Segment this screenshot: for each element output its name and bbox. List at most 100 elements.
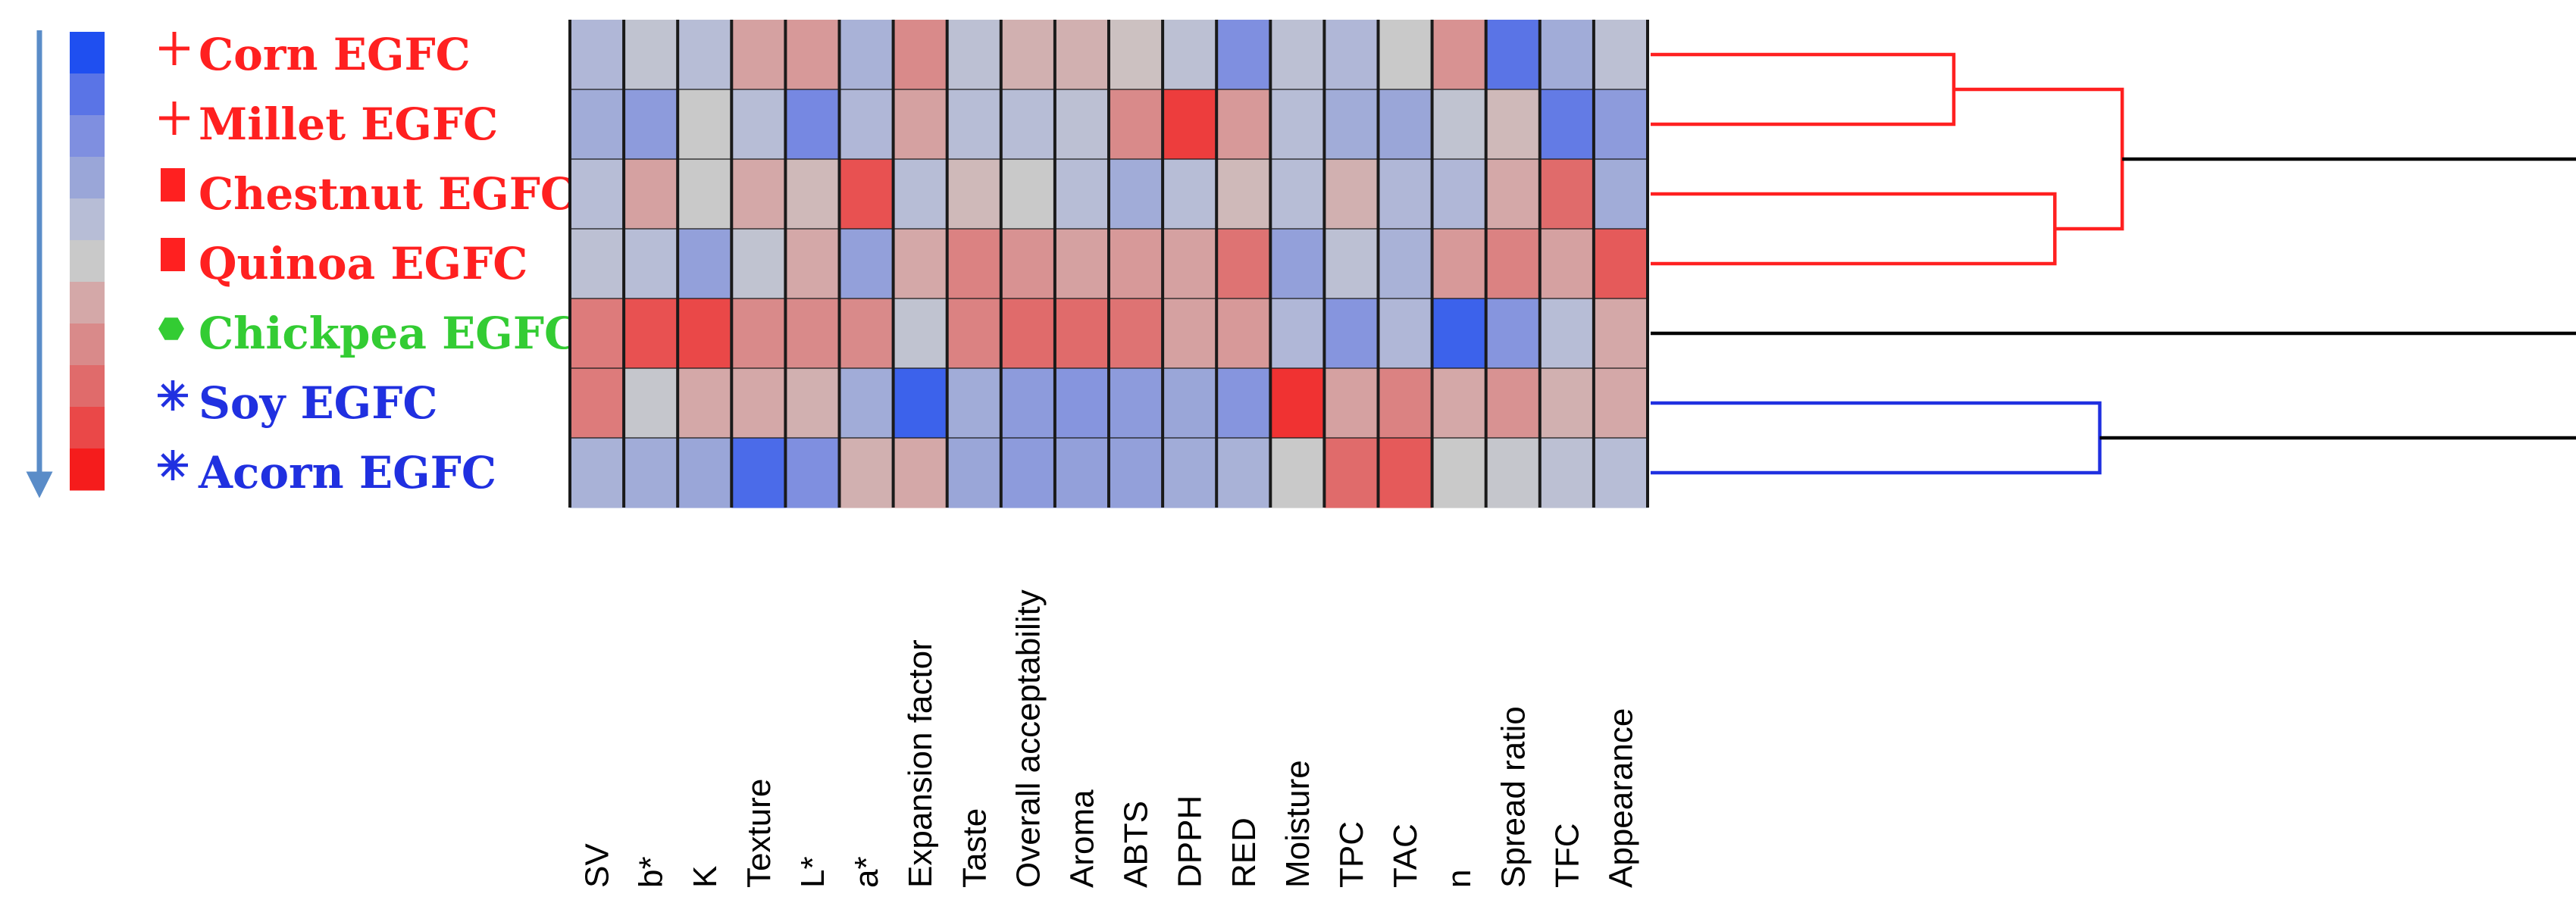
heatmap-cell <box>947 298 1002 369</box>
row-label-text: Acorn EGFC <box>198 447 496 498</box>
heatmap-cell <box>1216 368 1271 439</box>
column-label: Aroma <box>1063 789 1100 888</box>
heatmap-cell <box>785 159 840 230</box>
heatmap-cell <box>624 20 678 90</box>
heatmap-cell <box>947 229 1002 299</box>
heatmap-cell <box>1270 20 1325 90</box>
column-label: Texture <box>740 779 778 888</box>
heatmap-cell <box>785 89 840 160</box>
heatmap-cell <box>1054 89 1110 160</box>
column-label: TPC <box>1333 821 1370 888</box>
heatmap-cell <box>1270 159 1325 230</box>
column-label: SV <box>579 843 616 888</box>
row-label-text: Chestnut EGFC <box>199 168 575 220</box>
heatmap-cell <box>624 89 678 160</box>
column-labels: SV b* K Texture L* a* Expansion factor Taste Ove… <box>579 589 1640 888</box>
row-label-soy-egfc: Soy EGFC <box>158 377 438 429</box>
heatmap-cell <box>893 89 948 160</box>
heatmap-cell <box>1485 89 1541 160</box>
heatmap-cell <box>1539 229 1595 299</box>
row-label-chickpea-egfc: Chickpea EGFC <box>158 308 579 359</box>
heatmap-cell <box>678 89 732 160</box>
heatmap-cell <box>1593 438 1648 508</box>
heatmap-cell <box>1378 229 1433 299</box>
heatmap-cell <box>1109 298 1163 369</box>
heatmap-cell <box>1270 89 1325 160</box>
heatmap-cell <box>785 298 840 369</box>
heatmap-cell <box>1539 20 1595 90</box>
dendrogram-branch <box>1651 52 1956 127</box>
dendrogram <box>1651 52 2576 475</box>
asterisk-marker-icon <box>158 380 188 411</box>
column-label: ABTS <box>1118 801 1155 888</box>
heatmap-cell <box>839 89 894 160</box>
heatmap-cell <box>1432 89 1487 160</box>
color-scale <box>70 32 105 491</box>
heatmap-cell <box>570 229 624 299</box>
heatmap-cell <box>1054 20 1110 90</box>
column-label: TFC <box>1548 823 1585 888</box>
column-label: TAC <box>1387 823 1424 888</box>
heatmap-cell <box>624 438 678 508</box>
heatmap-cell <box>1539 159 1595 230</box>
heatmap-cell <box>731 298 786 369</box>
heatmap-cell <box>1378 368 1433 439</box>
column-label: Expansion factor <box>902 639 939 888</box>
heatmap-cell <box>1432 20 1487 90</box>
heatmap-cell <box>1324 20 1379 90</box>
row-label-text: Millet EGFC <box>199 98 498 150</box>
heatmap-cell <box>1054 298 1110 369</box>
row-label-corn-egfc: Corn EGFC <box>159 29 471 80</box>
heatmap-cell <box>1593 89 1648 160</box>
heatmap-cell <box>1000 89 1056 160</box>
heatmap-cell <box>1109 368 1163 439</box>
heatmap-cell <box>1324 89 1379 160</box>
heatmap-cell <box>1485 159 1541 230</box>
heatmap-cell <box>678 298 732 369</box>
heatmap-cell <box>1324 368 1379 439</box>
color-scale-swatch <box>70 32 105 74</box>
column-label: RED <box>1225 817 1263 888</box>
heatmap-cell <box>1378 89 1433 160</box>
heatmap-cell <box>839 438 894 508</box>
square-marker-icon <box>161 238 185 271</box>
heatmap-cell <box>1432 298 1487 369</box>
dendrogram-branch <box>1651 157 2576 336</box>
heatmap-cell <box>624 298 678 369</box>
asterisk-marker-icon <box>158 450 188 480</box>
heatmap-cell <box>1216 159 1271 230</box>
plus-marker-icon <box>159 32 189 65</box>
heatmap-cell <box>1054 159 1110 230</box>
heatmap-cell <box>1593 298 1648 369</box>
heatmap-cell <box>1485 20 1541 90</box>
heatmap-cell <box>570 368 624 439</box>
heatmap-cell <box>1163 298 1217 369</box>
column-label: DPPH <box>1172 795 1209 888</box>
heatmap-cell <box>947 159 1002 230</box>
row-labels: Corn EGFC Millet EGFC Chestnut EGFC Quinoa … <box>158 29 579 498</box>
heatmap-cell <box>1539 368 1595 439</box>
heatmap-cell <box>785 20 840 90</box>
heatmap-cell <box>1109 159 1163 230</box>
color-scale-swatch <box>70 240 105 283</box>
heatmap-cell <box>1216 438 1271 508</box>
heatmap-cell <box>1485 438 1541 508</box>
heatmap-cell <box>1000 368 1056 439</box>
heatmap-cell <box>1432 438 1487 508</box>
row-label-quinoa-egfc: Quinoa EGFC <box>161 238 527 289</box>
heatmap-cell <box>839 298 894 369</box>
heatmap-cell <box>1324 229 1379 299</box>
heatmap-cell <box>731 438 786 508</box>
heatmap-cell <box>893 20 948 90</box>
heatmap-cell <box>1270 229 1325 299</box>
heatmap-cell <box>1000 298 1056 369</box>
heatmap-cell <box>893 368 948 439</box>
heatmap-cell <box>839 368 894 439</box>
row-label-millet-egfc: Millet EGFC <box>159 98 498 150</box>
heatmap-cell <box>731 89 786 160</box>
heatmap-cell <box>785 368 840 439</box>
heatmap-cell <box>570 89 624 160</box>
heatmap-cell <box>1432 159 1487 230</box>
